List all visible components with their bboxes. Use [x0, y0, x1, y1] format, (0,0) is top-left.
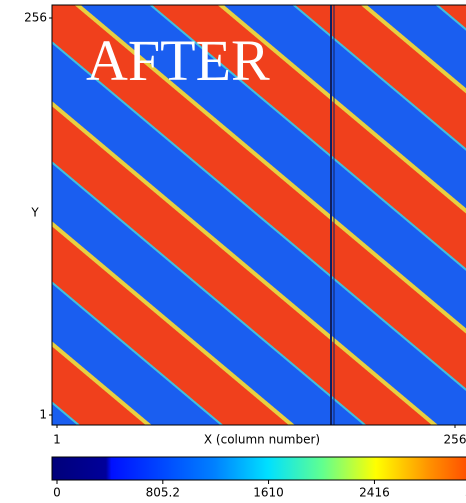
x-tick-label: 256: [444, 433, 466, 447]
y-tick-label: 256: [24, 11, 47, 25]
colorbar-tick-label: 0: [53, 486, 61, 500]
x-tick-label: 1: [53, 433, 61, 447]
y-tick-label: 1: [39, 408, 47, 422]
colorbar-tick-label: 1610: [253, 486, 284, 500]
chart: AFTER Y X (column number) 1 256 1 256 0 805.2…: [0, 0, 466, 503]
colorbar-tick-label: 805.2: [146, 486, 180, 500]
annotation: AFTER: [86, 28, 270, 93]
x-axis-label: X (column number): [204, 433, 320, 447]
colorbar: [52, 457, 466, 480]
colorbar-tick-label: 2416: [359, 486, 390, 500]
y-axis-label: Y: [30, 206, 39, 220]
